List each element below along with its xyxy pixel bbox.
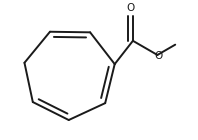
Text: O: O <box>154 51 162 61</box>
Text: O: O <box>127 3 135 13</box>
